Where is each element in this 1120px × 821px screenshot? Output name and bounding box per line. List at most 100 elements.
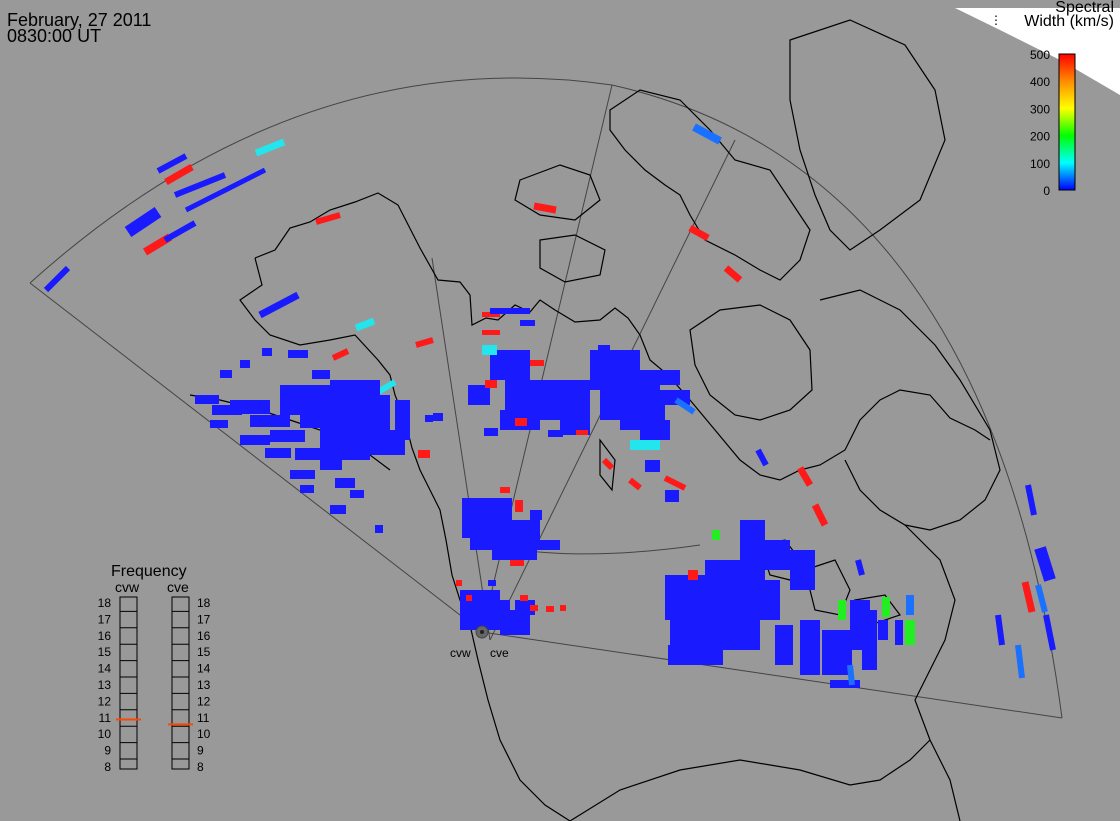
frequency-scale-right — [171, 596, 190, 770]
frequency-tick-label-right: 8 — [197, 760, 204, 774]
frequency-tick-label-left: 15 — [98, 645, 112, 659]
echo-segment — [628, 477, 642, 491]
echo-cell — [485, 380, 497, 388]
echo-segment — [315, 212, 341, 225]
echo-cell — [312, 370, 330, 379]
fov-west-beam0 — [431, 257, 491, 641]
echo-layer — [43, 123, 1056, 688]
coast-greenland — [789, 19, 946, 251]
echo-segment — [173, 172, 227, 198]
echo-segment — [723, 265, 743, 283]
echo-segment — [1015, 644, 1025, 679]
frequency-tick-label-right: 12 — [197, 694, 211, 708]
echo-cell — [265, 448, 291, 458]
frequency-col-left: cvw — [115, 579, 140, 595]
echo-cell — [220, 370, 232, 378]
echo-segment — [331, 348, 350, 361]
echo-segment — [254, 138, 286, 157]
echo-segment — [1035, 584, 1048, 613]
echo-segment — [415, 337, 434, 348]
echo-cell — [515, 600, 535, 615]
echo-segment — [1043, 614, 1056, 651]
echo-cell — [640, 420, 670, 440]
date-label: February, 27 2011 — [7, 10, 152, 30]
echo-cell — [760, 540, 790, 570]
echo-segment — [1021, 581, 1036, 613]
echo-cell — [488, 580, 496, 586]
frequency-tick-label-right: 15 — [197, 645, 211, 659]
echo-cell — [540, 380, 590, 420]
echo-cell — [906, 595, 914, 615]
coast-islands-1 — [514, 164, 601, 221]
coast-alaska — [254, 192, 991, 481]
echo-cell — [895, 620, 903, 645]
frequency-tick-label-left: 14 — [98, 662, 112, 676]
echo-segment — [258, 291, 300, 319]
echo-cell — [668, 645, 723, 665]
echo-cell — [878, 620, 888, 640]
sea-ice-corner — [955, 8, 1120, 95]
echo-cell — [712, 530, 720, 540]
time-label: 0830:00 UT — [7, 26, 102, 46]
echo-cell — [240, 360, 250, 368]
fov-west-arc — [29, 77, 613, 284]
frequency-tick-label-right: 9 — [197, 744, 204, 758]
colorbar-tick-label: 400 — [1030, 75, 1050, 89]
echo-cell — [375, 525, 383, 533]
echo-segment — [692, 123, 722, 145]
radar-sites: cvw cve — [450, 625, 509, 660]
echo-segment — [164, 163, 194, 186]
frequency-tick-label-left: 13 — [98, 678, 112, 692]
echo-cell — [295, 448, 323, 460]
coast-gulf — [569, 739, 931, 821]
echo-cell — [520, 595, 528, 601]
fov-east-edge — [481, 631, 1063, 719]
echo-segment — [847, 664, 855, 686]
echo-segment — [533, 202, 557, 214]
echo-cell — [822, 630, 852, 675]
echo-segment — [601, 457, 615, 471]
echo-cell — [425, 415, 433, 422]
echo-segment — [755, 448, 769, 467]
echo-cell — [640, 370, 680, 385]
echo-segment — [663, 475, 687, 491]
colorbar-tick-label: 100 — [1030, 157, 1050, 171]
echo-segment — [811, 503, 829, 527]
echo-cell — [882, 597, 890, 617]
echo-cell — [838, 600, 846, 620]
echo-cell — [350, 490, 364, 498]
radar-label-cvw: cvw — [450, 646, 471, 660]
echo-cell — [576, 430, 588, 435]
echo-cell — [615, 360, 635, 370]
echo-cell — [645, 460, 660, 472]
frequency-tick-label-right: 11 — [197, 711, 210, 725]
echo-cell — [212, 405, 242, 415]
frequency-tick-label-right: 13 — [197, 678, 211, 692]
echo-cell — [482, 312, 500, 317]
echo-cell — [484, 428, 498, 436]
frequency-tick-label-left: 18 — [98, 596, 112, 610]
echo-cell — [775, 625, 793, 665]
echo-cell — [598, 345, 610, 353]
echo-segment — [376, 379, 397, 395]
echo-cell — [850, 620, 865, 645]
echo-cell — [385, 440, 405, 455]
frequency-tick-label-right: 14 — [197, 662, 211, 676]
fov-east-arc — [611, 84, 1063, 719]
echo-cell — [300, 485, 314, 493]
colorbar-tick-label: 500 — [1030, 48, 1050, 62]
echo-segment — [1034, 546, 1056, 582]
echo-cell — [492, 540, 537, 560]
frequency-title: Frequency — [111, 563, 187, 580]
echo-segment — [674, 397, 696, 415]
frequency-tick-label-right: 18 — [197, 596, 211, 610]
radar-site-center — [480, 630, 484, 634]
frequency-tick-label-left: 17 — [98, 612, 112, 626]
echo-cell — [230, 400, 270, 414]
echo-cell — [262, 348, 272, 356]
colorbar-gradient — [1058, 53, 1076, 191]
echo-segment — [354, 317, 376, 332]
echo-cell — [210, 420, 228, 428]
colorbar-title-line2: Width (km/s) — [1024, 13, 1114, 30]
